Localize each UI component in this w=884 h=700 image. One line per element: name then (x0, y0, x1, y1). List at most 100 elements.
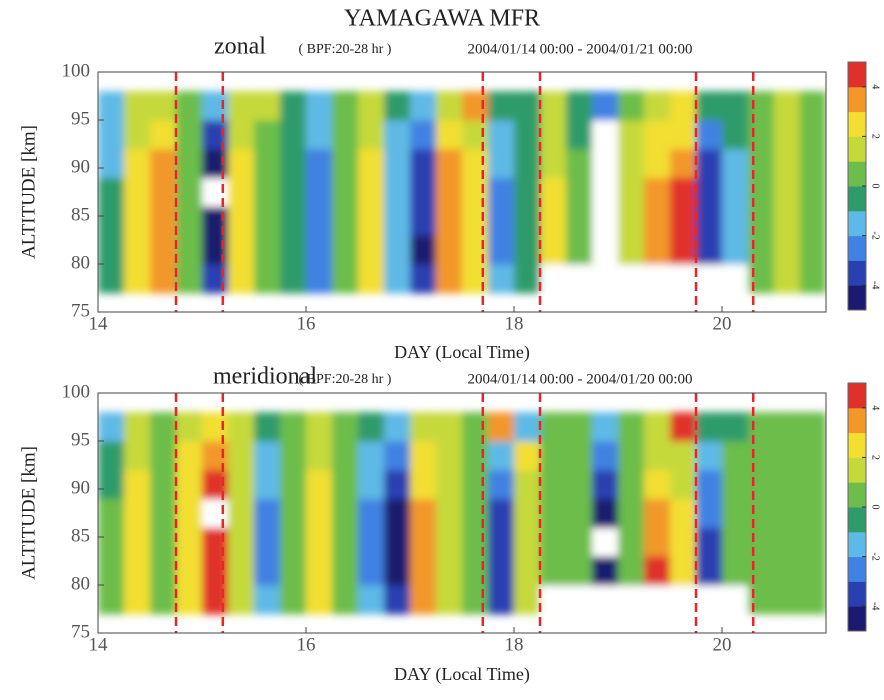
cell (228, 148, 255, 179)
cell (436, 556, 463, 586)
cell (436, 206, 463, 236)
cell (696, 264, 723, 294)
cell (800, 91, 826, 121)
colorbar-tick-label: -4 (870, 602, 881, 610)
cell (384, 91, 411, 121)
cell (618, 120, 645, 150)
cell (644, 412, 671, 442)
cell (176, 148, 203, 179)
cell (592, 585, 619, 615)
cell (254, 412, 281, 442)
cell (488, 264, 515, 294)
cell (150, 469, 177, 500)
cell (566, 556, 593, 586)
cell (514, 91, 541, 121)
x-tick-label: 20 (713, 634, 732, 655)
cell (202, 264, 229, 294)
cell (306, 498, 333, 528)
cell (358, 527, 385, 557)
cell (644, 527, 671, 557)
cell (540, 177, 567, 207)
cell (566, 235, 593, 265)
cell (618, 264, 645, 294)
cell (618, 206, 645, 236)
y-tick-label: 100 (62, 60, 91, 81)
colorbar-swatch (848, 383, 866, 409)
cell (306, 177, 333, 207)
y-tick-label: 80 (71, 573, 90, 594)
cell (566, 91, 593, 121)
panel-name: meridional (213, 364, 317, 390)
cell (566, 206, 593, 236)
cell (332, 585, 359, 615)
cell (124, 264, 151, 294)
cell (462, 556, 489, 586)
x-tick-label: 16 (297, 313, 316, 334)
colorbar-swatch (848, 260, 866, 286)
cell (436, 527, 463, 557)
cell (436, 148, 463, 179)
colorbar-swatch (848, 111, 866, 137)
cell (228, 206, 255, 236)
y-tick-label: 90 (71, 477, 90, 498)
cell (514, 206, 541, 236)
cell (722, 412, 749, 442)
cell (150, 556, 177, 586)
cell (618, 148, 645, 179)
cell (774, 441, 801, 471)
cell (98, 91, 125, 121)
cell (306, 91, 333, 121)
cell (306, 206, 333, 236)
cell (644, 148, 671, 179)
cell (280, 527, 307, 557)
cell (540, 441, 567, 471)
cell (436, 177, 463, 207)
cell (98, 235, 125, 265)
cell (124, 556, 151, 586)
cell (332, 235, 359, 265)
cell (410, 206, 437, 236)
cell (488, 235, 515, 265)
cell (228, 177, 255, 207)
cell (618, 469, 645, 500)
cell (696, 91, 723, 121)
cell (202, 556, 229, 586)
cell (124, 91, 151, 121)
cell (722, 498, 749, 528)
cell (98, 469, 125, 500)
cell (254, 585, 281, 615)
cell (124, 527, 151, 557)
cell (384, 120, 411, 150)
cell (644, 235, 671, 265)
cell (280, 264, 307, 294)
cell (696, 120, 723, 150)
cell (202, 148, 229, 179)
cell (410, 498, 437, 528)
colorbar-swatch (848, 285, 866, 311)
cell (384, 556, 411, 586)
cell (462, 527, 489, 557)
cell (332, 527, 359, 557)
cell (540, 206, 567, 236)
cell (150, 498, 177, 528)
cell (436, 264, 463, 294)
cell (280, 235, 307, 265)
cell (644, 441, 671, 471)
cell (774, 527, 801, 557)
cell (358, 264, 385, 294)
cell (254, 177, 281, 207)
cell (488, 177, 515, 207)
cell (254, 120, 281, 150)
cell (436, 498, 463, 528)
cell (722, 148, 749, 179)
cell (592, 120, 619, 150)
cell (670, 585, 697, 615)
cell (774, 91, 801, 121)
cell (462, 206, 489, 236)
colorbar-tick-label: -2 (870, 552, 881, 560)
cell (488, 527, 515, 557)
cell (774, 469, 801, 500)
cell (540, 148, 567, 179)
cell (670, 148, 697, 179)
panel-period: 2004/01/14 00:00 - 2004/01/20 00:00 (468, 371, 693, 387)
